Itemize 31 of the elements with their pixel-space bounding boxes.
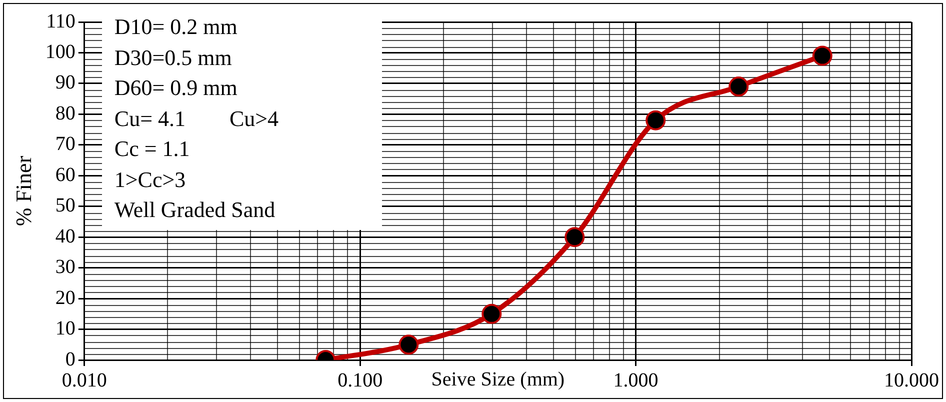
annotation: D60= 0.9 mm bbox=[114, 74, 238, 102]
y-tick-label: 100 bbox=[45, 40, 76, 63]
x-tick-label: 10.000 bbox=[884, 369, 939, 392]
x-tick-label: 0.010 bbox=[62, 369, 107, 392]
point bbox=[728, 76, 749, 97]
y-tick-label: 40 bbox=[55, 225, 76, 248]
y-axis-title: % Finer bbox=[10, 155, 36, 226]
annotation: D10= 0.2 mm bbox=[114, 13, 238, 41]
point bbox=[646, 110, 666, 130]
y-tick-label: 20 bbox=[55, 286, 76, 309]
annotation: Cu= 4.1 Cu>4 bbox=[114, 104, 280, 132]
y-tick-label: 10 bbox=[55, 318, 76, 340]
point bbox=[398, 334, 419, 355]
y-tick-label: 110 bbox=[46, 10, 76, 32]
point bbox=[482, 304, 502, 324]
y-tick-label: 90 bbox=[55, 72, 76, 94]
point bbox=[812, 46, 832, 66]
x-tick-label: 1.000 bbox=[613, 369, 658, 392]
y-tick-label: 60 bbox=[55, 164, 76, 186]
y-tick-label: 0 bbox=[65, 348, 76, 370]
y-tick-label: 70 bbox=[55, 133, 76, 156]
annotation: 1>Cc>3 bbox=[114, 166, 187, 194]
annotation: Cc = 1.1 bbox=[114, 135, 191, 163]
point bbox=[564, 227, 585, 248]
annotation: Well Graded Sand bbox=[114, 196, 276, 224]
x-tick-label: 0.100 bbox=[338, 369, 383, 392]
y-tick-label: 30 bbox=[55, 256, 76, 278]
annotation: D30=0.5 mm bbox=[114, 44, 233, 72]
x-axis-title: Seive Size (mm) bbox=[431, 368, 565, 390]
y-tick-label: 50 bbox=[55, 194, 76, 217]
y-tick-label: 80 bbox=[55, 102, 76, 124]
